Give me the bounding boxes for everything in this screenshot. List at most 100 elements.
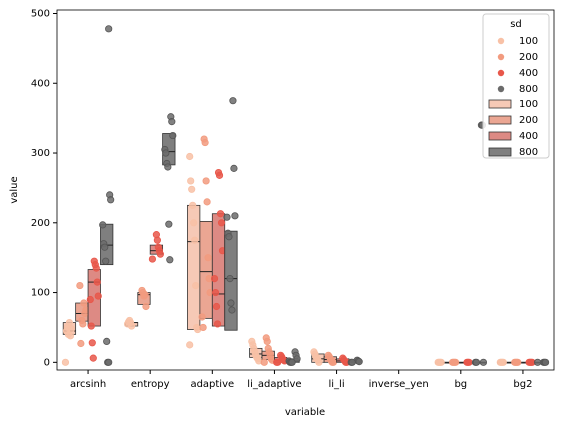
- point: [204, 254, 212, 262]
- point: [472, 358, 481, 366]
- point: [187, 177, 195, 185]
- point: [541, 358, 550, 366]
- point: [465, 358, 473, 366]
- point: [169, 131, 177, 140]
- legend-label: 100: [519, 36, 538, 47]
- box: [199, 220, 213, 319]
- point: [215, 171, 224, 179]
- point: [260, 358, 268, 366]
- point: [223, 213, 231, 221]
- x-tick-label: bg: [454, 379, 467, 390]
- legend-label: 800: [519, 84, 538, 95]
- x-tick-label: adaptive: [190, 379, 234, 390]
- point: [101, 243, 109, 251]
- legend-label: 400: [519, 131, 538, 142]
- point: [67, 325, 76, 333]
- point: [210, 275, 219, 283]
- x-tick-label: arcsinh: [70, 379, 106, 390]
- point: [201, 138, 209, 147]
- point: [168, 118, 176, 126]
- point: [217, 219, 226, 227]
- point: [231, 212, 239, 220]
- point: [142, 302, 150, 311]
- point: [80, 299, 88, 307]
- point: [213, 320, 222, 328]
- point: [93, 278, 101, 286]
- point: [156, 250, 164, 258]
- point: [226, 275, 234, 283]
- point: [89, 354, 97, 362]
- point: [94, 292, 102, 300]
- point: [77, 339, 85, 348]
- point: [199, 323, 207, 332]
- y-tick-label: 0: [44, 357, 50, 368]
- y-tick-label: 400: [31, 78, 50, 89]
- point: [348, 358, 356, 366]
- point: [203, 198, 211, 206]
- point: [191, 236, 199, 244]
- point: [88, 339, 96, 347]
- point: [153, 236, 161, 244]
- point: [61, 358, 70, 366]
- x-tick-label: inverse_yen: [369, 379, 429, 390]
- point: [92, 264, 100, 272]
- legend-label: 800: [519, 147, 538, 158]
- point: [211, 288, 220, 297]
- legend-label: 200: [519, 115, 538, 126]
- point: [293, 355, 301, 363]
- y-tick-label: 500: [31, 8, 50, 19]
- point: [87, 322, 95, 330]
- x-tick-label: li_li: [329, 379, 345, 390]
- point: [229, 97, 237, 105]
- point: [190, 219, 198, 227]
- x-tick-label: entropy: [131, 379, 170, 390]
- point: [533, 358, 542, 366]
- point: [186, 341, 194, 349]
- plot-frame: [56, 9, 555, 371]
- point: [162, 149, 170, 157]
- point: [127, 322, 136, 330]
- point: [499, 358, 507, 366]
- point: [227, 299, 235, 307]
- point: [355, 358, 363, 366]
- point: [164, 163, 172, 171]
- x-tick-label: li_adaptive: [247, 379, 301, 390]
- point: [274, 358, 282, 366]
- legend-patch: [488, 147, 512, 157]
- point: [186, 152, 194, 161]
- point: [86, 295, 94, 304]
- legend-patch: [488, 131, 512, 141]
- point: [141, 291, 149, 299]
- point: [315, 358, 323, 366]
- point: [105, 358, 113, 366]
- point: [107, 196, 115, 204]
- point: [66, 332, 75, 340]
- point: [102, 257, 110, 265]
- legend-label: 400: [519, 68, 538, 79]
- point: [148, 255, 157, 263]
- y-axis-label: value: [9, 176, 20, 203]
- point: [103, 337, 111, 345]
- legend-marker: [497, 85, 505, 93]
- legend-marker: [497, 69, 505, 77]
- point: [514, 358, 522, 366]
- point: [198, 313, 206, 321]
- point: [225, 233, 233, 241]
- point: [165, 220, 173, 228]
- point: [189, 201, 197, 209]
- point: [288, 358, 296, 366]
- legend-marker: [497, 37, 505, 45]
- y-tick-label: 200: [31, 218, 50, 229]
- point: [99, 221, 107, 229]
- x-axis-label: variable: [285, 407, 325, 418]
- point: [192, 281, 200, 290]
- point: [479, 358, 488, 366]
- point: [105, 25, 113, 33]
- point: [212, 302, 221, 311]
- point: [79, 320, 87, 328]
- point: [65, 318, 74, 327]
- legend-label: 100: [519, 99, 538, 110]
- point: [437, 358, 445, 366]
- legend-title: sd: [510, 19, 522, 30]
